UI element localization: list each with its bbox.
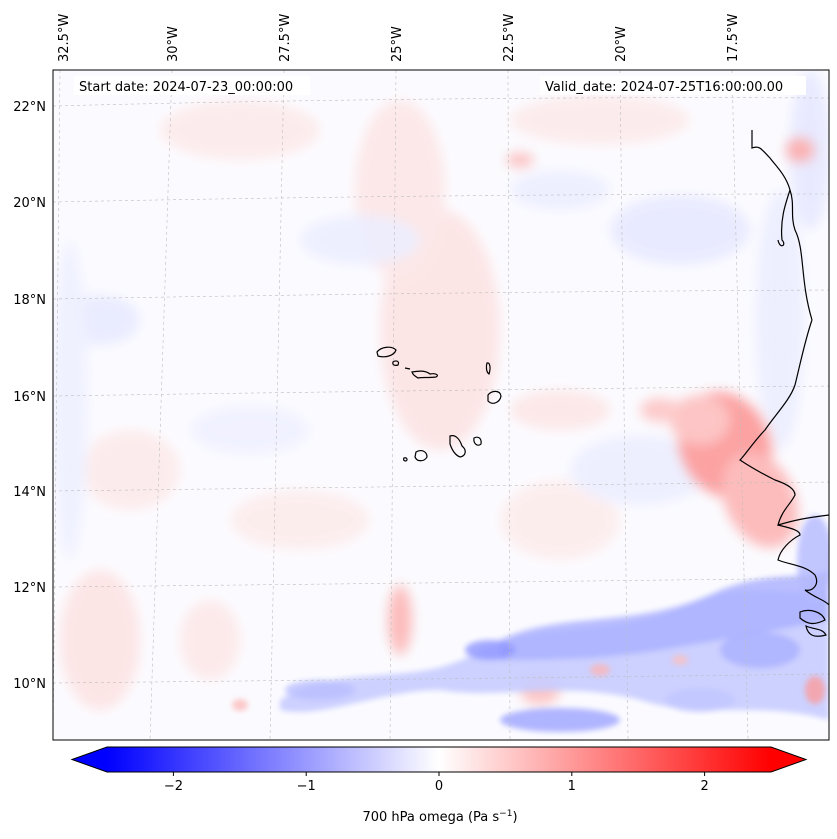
lon-label: 25°W — [390, 26, 405, 62]
graticule — [53, 70, 829, 740]
start-date-box — [74, 76, 310, 95]
colorbar-extend-low — [72, 747, 107, 772]
colorbar-extend-high — [771, 747, 806, 772]
colorbar-ticks: −2 −1 0 1 2 — [164, 772, 709, 794]
colorbar-fill — [107, 747, 771, 772]
colorbar-tick-label: −1 — [297, 779, 316, 794]
lon-label: 22.5°W — [502, 14, 517, 62]
island-fogo — [414, 450, 428, 462]
valid-date-label: Valid_date: 2024-07-25T16:00:00.00 — [545, 80, 783, 95]
lon-label: 32.5°W — [57, 14, 72, 62]
colorbar-tick-label: 0 — [435, 779, 443, 794]
island-sao-vicente — [392, 360, 400, 366]
colorbar-outline — [70, 746, 808, 773]
cape-verde-islands — [376, 346, 502, 462]
colorbar-label-main: 700 hPa omega (Pa s — [362, 810, 499, 825]
island-santiago — [449, 435, 466, 458]
island-sal — [485, 362, 491, 375]
island-santa-luzia — [404, 367, 411, 370]
island-maio — [473, 436, 482, 446]
island-boa-vista — [487, 390, 502, 404]
lon-label: 20°W — [614, 26, 629, 62]
island-santo-antao — [376, 346, 397, 358]
colorbar-tick-label: −2 — [164, 779, 183, 794]
lat-label: 18°N — [13, 293, 46, 308]
colorbar-label-sup: −1 — [499, 809, 512, 819]
start-date-label: Start date: 2024-07-23_00:00:00 — [79, 80, 293, 95]
lon-label: 30°W — [166, 26, 181, 62]
colorbar-label-close: ) — [512, 810, 517, 825]
lat-label: 14°N — [13, 485, 46, 500]
colorbar-tick-label: 1 — [568, 779, 576, 794]
coastline — [739, 130, 829, 637]
lon-label: 27.5°W — [278, 14, 293, 62]
island-brava — [403, 457, 408, 462]
colorbar-tick-label: 2 — [700, 779, 708, 794]
map-frame — [52, 69, 830, 741]
lon-label: 17.5°W — [726, 14, 741, 62]
latitude-labels: 22°N 20°N 18°N 16°N 14°N 12°N 10°N — [13, 100, 46, 692]
lat-label: 16°N — [13, 390, 46, 405]
colorbar: −2 −1 0 1 2 700 hPa omega (Pa s−1) — [70, 746, 808, 825]
longitude-labels: 32.5°W 30°W 27.5°W 25°W 22.5°W 20°W 17.5… — [57, 14, 741, 62]
header-annotations: Start date: 2024-07-23_00:00:00 Valid_da… — [74, 76, 806, 95]
island-sao-nicolau — [411, 370, 439, 379]
valid-date-box — [540, 76, 806, 95]
lat-label: 10°N — [13, 677, 46, 692]
colorbar-label: 700 hPa omega (Pa s−1) — [362, 809, 517, 825]
coast-inlets — [799, 589, 829, 637]
africa-coastline — [739, 130, 829, 591]
lat-label: 22°N — [13, 100, 46, 115]
map-panel: Start date: 2024-07-23_00:00:00 Valid_da… — [52, 69, 830, 741]
lat-label: 12°N — [13, 581, 46, 596]
lat-label: 20°N — [13, 196, 46, 211]
